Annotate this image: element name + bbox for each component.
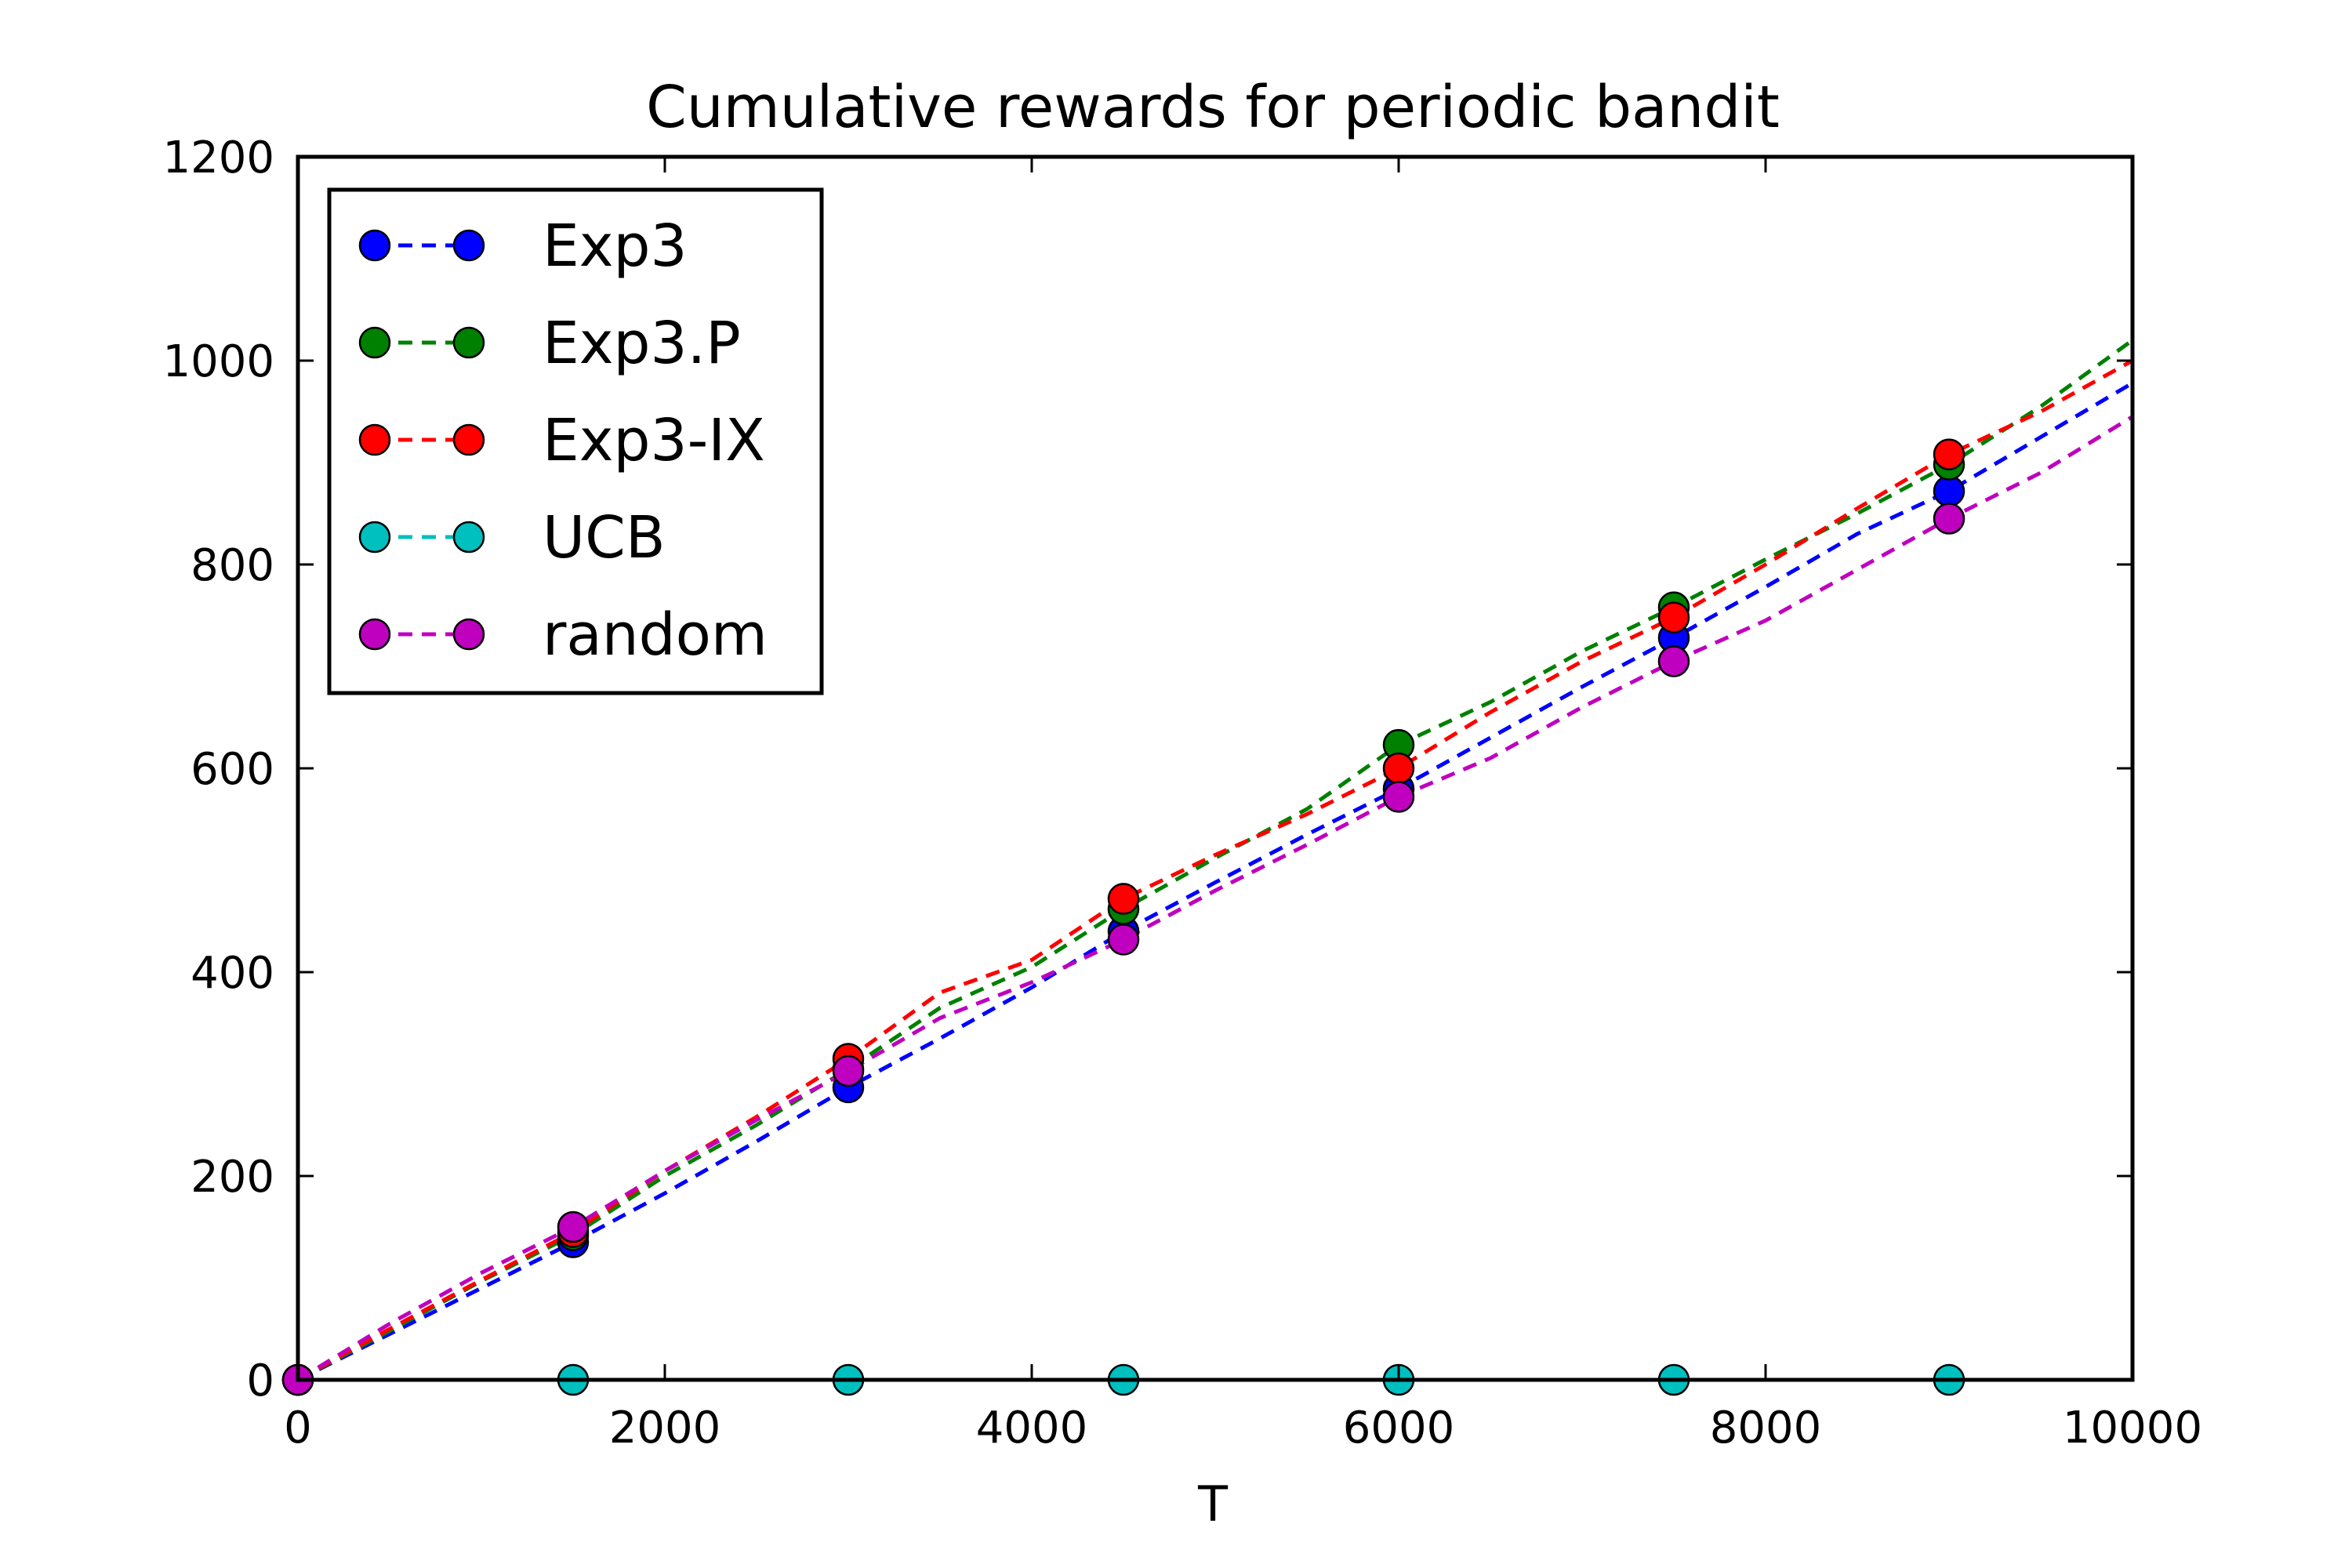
x-axis-label: T: [1197, 1475, 1229, 1533]
legend-marker: [358, 229, 391, 262]
marker-random: [1933, 503, 1965, 535]
y-tick-label: 200: [191, 1152, 274, 1203]
marker-random: [1107, 924, 1140, 956]
legend-entries: Exp3 Exp3.P Exp3-IX UCB random: [358, 212, 768, 669]
legend-marker: [452, 423, 485, 456]
marker-exp3-ix: [1933, 438, 1965, 470]
legend-item-exp3-p: Exp3.P: [358, 310, 741, 377]
marker-random: [557, 1210, 590, 1243]
x-tick-label: 6000: [1343, 1403, 1455, 1454]
marker-exp3-ix: [1382, 752, 1415, 785]
legend-item-exp3-ix: Exp3-IX: [358, 407, 765, 474]
legend-item-exp3: Exp3: [358, 212, 688, 280]
legend-marker: [452, 618, 485, 651]
y-tick-label: 1000: [162, 336, 274, 387]
legend-marker: [452, 229, 485, 262]
x-tick-label: 8000: [1710, 1403, 1822, 1454]
y-tick-label: 800: [191, 540, 274, 591]
series-line-random: [298, 415, 2132, 1380]
x-tick-label: 0: [284, 1403, 312, 1454]
marker-exp3-ix: [1657, 601, 1690, 633]
marker-random: [1657, 645, 1690, 677]
series-lines: [298, 338, 2132, 1380]
legend-label: Exp3-IX: [543, 407, 765, 474]
legend-marker: [358, 521, 391, 554]
chart-title: Cumulative rewards for periodic bandit: [646, 74, 1780, 141]
x-tick-label: 2000: [609, 1403, 721, 1454]
x-tick-label: 4000: [976, 1403, 1088, 1454]
legend-marker: [358, 423, 391, 456]
legend-label: UCB: [543, 504, 666, 572]
marker-exp3: [1933, 475, 1965, 507]
marker-random: [832, 1054, 865, 1087]
legend-label: Exp3.P: [543, 310, 741, 377]
y-tick-label: 0: [246, 1356, 274, 1406]
y-tick-label: 1200: [162, 132, 274, 183]
marker-exp3-ix: [1107, 883, 1140, 915]
legend-item-ucb: UCB: [358, 504, 666, 572]
legend-marker: [452, 521, 485, 554]
y-axis: 0 200 400 600 800 1000 1200: [162, 132, 2132, 1406]
legend-item-random: random: [358, 601, 768, 669]
legend-label: Exp3: [543, 212, 688, 280]
marker-random: [1382, 781, 1415, 813]
series-line-exp3-ix: [298, 358, 2132, 1380]
series-line-exp3: [298, 381, 2132, 1380]
x-axis: 0 2000 4000 6000 8000 10000: [284, 157, 2202, 1454]
legend-marker: [358, 326, 391, 359]
y-tick-label: 400: [191, 948, 274, 999]
legend-label: random: [543, 601, 768, 669]
y-tick-label: 600: [191, 744, 274, 795]
legend-marker: [452, 326, 485, 359]
x-tick-label: 10000: [2063, 1403, 2202, 1454]
plot-area: [281, 154, 2135, 1396]
legend-marker: [358, 618, 391, 651]
legend: Exp3 Exp3.P Exp3-IX UCB random: [327, 187, 824, 695]
